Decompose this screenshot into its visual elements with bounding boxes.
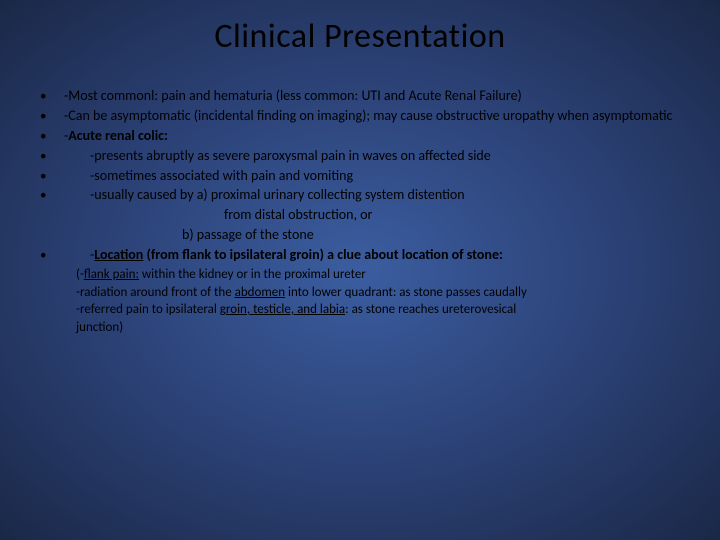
bullet-item: • -Acute renal colic: — [40, 127, 680, 146]
text-suffix: within the kidney or in the proximal ure… — [139, 267, 366, 282]
sub-line: -radiation around front of the abdomen i… — [76, 284, 680, 302]
text-suffix: into lower quadrant: as stone passes cau… — [285, 285, 527, 300]
text-suffix: : as stone reaches ureterovesical — [345, 302, 516, 317]
bullet-marker: • — [40, 127, 64, 146]
text-prefix: -referred pain to ipsilateral — [76, 302, 220, 317]
slide-title: Clinical Presentation — [0, 0, 720, 87]
bullet-text: -Most commonl: pain and hematuria (less … — [64, 87, 680, 106]
bullet-continuation: b) passage of the stone — [40, 226, 680, 245]
bullet-text: b) passage of the stone — [64, 226, 680, 245]
text-underline: groin, testicle, and labia — [220, 302, 345, 317]
bullet-marker: • — [40, 186, 64, 205]
text-underline: abdomen — [235, 285, 285, 300]
bullet-item: • -Location (from flank to ipsilateral g… — [40, 246, 680, 265]
bullet-text: from distal obstruction, or — [64, 206, 680, 225]
sub-line: (-flank pain: within the kidney or in th… — [76, 266, 680, 284]
slide: Clinical Presentation • -Most commonl: p… — [0, 0, 720, 540]
sub-block: (-flank pain: within the kidney or in th… — [40, 266, 680, 336]
bullet-item: • -Can be asymptomatic (incidental findi… — [40, 107, 680, 126]
bullet-text: -usually caused by a) proximal urinary c… — [64, 186, 680, 205]
text-prefix: -radiation around front of the — [76, 285, 235, 300]
sub-line: junction) — [76, 319, 680, 337]
bullet-item: • -sometimes associated with pain and vo… — [40, 167, 680, 186]
bullet-continuation: from distal obstruction, or — [40, 206, 680, 225]
bullet-marker: • — [40, 87, 64, 106]
text-underline: flank pain: — [84, 267, 139, 282]
bullet-item: • -usually caused by a) proximal urinary… — [40, 186, 680, 205]
bullet-text: -Location (from flank to ipsilateral gro… — [64, 246, 680, 265]
bullet-item: • -Most commonl: pain and hematuria (les… — [40, 87, 680, 106]
slide-content: • -Most commonl: pain and hematuria (les… — [0, 87, 720, 336]
bullet-text: -sometimes associated with pain and vomi… — [64, 167, 680, 186]
bullet-marker: • — [40, 147, 64, 166]
text-line: -usually caused by a) proximal urinary c… — [90, 186, 465, 203]
text-bold: (from flank to ipsilateral groin) a clue… — [143, 246, 503, 263]
bullet-text: -Acute renal colic: — [64, 127, 680, 146]
sub-line: -referred pain to ipsilateral groin, tes… — [76, 301, 680, 319]
bullet-text: -Can be asymptomatic (incidental finding… — [64, 107, 680, 126]
text-prefix: (- — [76, 267, 84, 282]
text-bold: Acute renal colic: — [68, 127, 168, 144]
bullet-text: -presents abruptly as severe paroxysmal … — [64, 147, 680, 166]
bullet-item: • -presents abruptly as severe paroxysma… — [40, 147, 680, 166]
bullet-spacer — [40, 226, 64, 227]
text-bold-underline: Location — [94, 246, 143, 263]
bullet-marker: • — [40, 246, 64, 265]
bullet-marker: • — [40, 107, 64, 126]
bullet-spacer — [40, 206, 64, 207]
bullet-marker: • — [40, 167, 64, 186]
